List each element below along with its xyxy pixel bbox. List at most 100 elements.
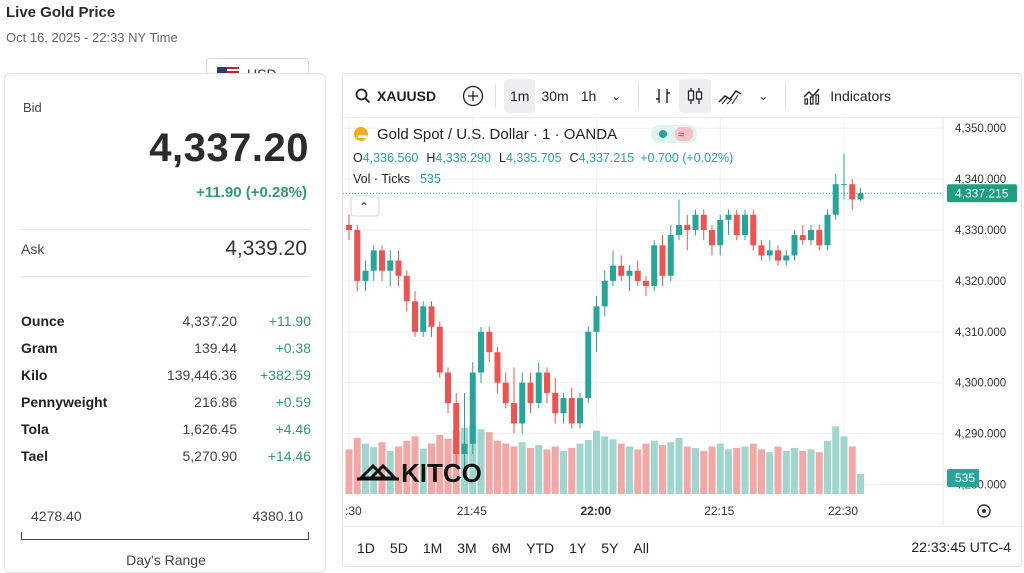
candle-body bbox=[552, 392, 559, 414]
chart-settings-button[interactable] bbox=[977, 504, 991, 518]
x-tick-label: 22:15 bbox=[704, 504, 734, 518]
bid-label: Bid bbox=[23, 100, 42, 115]
candle-body bbox=[610, 265, 616, 281]
chart-clock: 22:33:45 UTC-4 bbox=[911, 539, 1011, 555]
volume-bar bbox=[667, 442, 675, 494]
candle-body bbox=[502, 382, 509, 404]
y-tick-label: 4,310.000 bbox=[955, 327, 1006, 339]
candle-body bbox=[527, 382, 534, 404]
timeframe-1y[interactable]: 1Y bbox=[569, 539, 587, 556]
timeframe-5y[interactable]: 5Y bbox=[601, 539, 619, 556]
volume-bar bbox=[411, 436, 419, 494]
volume-bar bbox=[527, 447, 534, 494]
interval-30m-button[interactable]: 30m bbox=[541, 87, 569, 104]
unit-price: 5,270.90 bbox=[182, 447, 238, 464]
ohlc-bars-icon bbox=[656, 88, 671, 103]
symbol-label: XAUUSD bbox=[377, 87, 437, 104]
volume-bar bbox=[799, 450, 807, 494]
candle-body bbox=[535, 372, 542, 404]
volume-bar bbox=[617, 443, 625, 494]
symbol-search[interactable]: XAUUSD bbox=[355, 88, 459, 104]
unit-row-tola: Tola 1,626.45 +4.46 bbox=[21, 415, 311, 442]
candle-body bbox=[486, 331, 493, 353]
unit-price-table: Ounce 4,337.20 +11.90 Gram 139.44 +0.38 … bbox=[21, 307, 311, 469]
bid-price: 4,337.20 bbox=[149, 126, 309, 170]
days-range-high: 4380.10 bbox=[252, 508, 303, 524]
candle-body bbox=[816, 230, 823, 246]
volume-bar bbox=[444, 438, 452, 494]
unit-row-pennyweight: Pennyweight 216.86 +0.59 bbox=[21, 388, 311, 415]
y-tick-label: 4,300.000 bbox=[955, 378, 1006, 390]
y-tick-label: 4,320.000 bbox=[955, 276, 1006, 288]
volume-bar bbox=[650, 440, 658, 494]
timeframe-3m[interactable]: 3M bbox=[457, 539, 477, 556]
settings-icon bbox=[977, 504, 991, 518]
unit-name: Pennyweight bbox=[21, 393, 108, 410]
volume-bar bbox=[345, 449, 353, 494]
volume-bar bbox=[560, 450, 567, 494]
candle-body bbox=[667, 235, 674, 276]
volume-bar bbox=[353, 437, 361, 494]
chart-toolbar: XAUUSD 1m 30m 1h ⌄ ⌄ Indicators bbox=[343, 74, 1021, 118]
unit-row-tael: Tael 5,270.90 +14.46 bbox=[21, 442, 311, 469]
unit-change: +11.90 bbox=[268, 312, 311, 329]
volume-bars bbox=[345, 425, 864, 494]
price-chart[interactable]: 4,280.0004,290.0004,300.0004,310.0004,32… bbox=[343, 118, 1022, 526]
candle-body bbox=[618, 265, 625, 276]
candle-body bbox=[626, 270, 633, 276]
days-range-title: Day's Range bbox=[126, 552, 206, 568]
candle-body bbox=[478, 331, 484, 373]
volume-bar bbox=[692, 447, 699, 494]
volume-bar bbox=[659, 445, 666, 494]
unit-name: Kilo bbox=[21, 366, 48, 383]
candle-body bbox=[808, 230, 814, 241]
volume-bar bbox=[403, 440, 411, 494]
chevron-down-icon: ⌄ bbox=[611, 88, 622, 103]
candles-chart-type-button[interactable] bbox=[679, 78, 712, 113]
svg-text:535: 535 bbox=[955, 471, 975, 485]
gold-symbol-glyph: ▬ bbox=[358, 130, 367, 140]
x-tick-label: :30 bbox=[345, 504, 362, 518]
indicators-button[interactable]: Indicators bbox=[794, 79, 899, 113]
candle-body bbox=[453, 403, 460, 454]
kitco-logo: KITCO bbox=[357, 458, 482, 488]
bar-chart-type-button[interactable] bbox=[647, 79, 679, 113]
chart-type-dropdown[interactable]: ⌄ bbox=[749, 82, 777, 110]
candle-body bbox=[783, 255, 790, 261]
timeframe-6m[interactable]: 6M bbox=[491, 539, 512, 556]
timeframe-1d[interactable]: 1D bbox=[357, 539, 375, 556]
candle-body bbox=[758, 245, 765, 256]
compare-symbol-button[interactable] bbox=[459, 82, 487, 110]
timeframe-all[interactable]: All bbox=[633, 539, 649, 556]
volume-badge: 535 bbox=[947, 469, 979, 487]
timeframe-5d[interactable]: 5D bbox=[389, 539, 408, 556]
volume-bar bbox=[782, 450, 790, 494]
candle-body bbox=[684, 224, 691, 230]
y-tick-label: 4,290.000 bbox=[955, 429, 1006, 441]
candle-body bbox=[692, 214, 699, 230]
timeframe-1m[interactable]: 1M bbox=[422, 539, 443, 556]
interval-1h-button[interactable]: 1h bbox=[580, 87, 597, 104]
interval-dropdown[interactable]: ⌄ bbox=[602, 82, 630, 110]
collapse-legend-button[interactable] bbox=[350, 195, 380, 217]
candle-body bbox=[824, 214, 831, 246]
candle-body bbox=[354, 230, 361, 281]
candle-body bbox=[560, 398, 567, 414]
volume-bar bbox=[741, 446, 749, 494]
timeframe-ytd[interactable]: YTD bbox=[526, 539, 555, 556]
candle-body bbox=[841, 184, 847, 186]
candle-body bbox=[436, 326, 443, 373]
volume-bar bbox=[815, 452, 823, 494]
candle-body bbox=[733, 214, 740, 236]
candle-body bbox=[775, 250, 781, 261]
candle-body bbox=[601, 280, 608, 307]
candle-body bbox=[585, 331, 592, 398]
svg-text:4,337.215: 4,337.215 bbox=[955, 186, 1009, 200]
volume-bar bbox=[848, 446, 856, 494]
chevron-up-icon: ⌃ bbox=[359, 200, 369, 214]
area-chart-type-button[interactable] bbox=[711, 79, 749, 113]
candle-body bbox=[857, 193, 864, 200]
delayed-data-icon bbox=[675, 127, 693, 141]
interval-1m-button[interactable]: 1m bbox=[504, 78, 536, 113]
volume-bar bbox=[791, 447, 798, 494]
